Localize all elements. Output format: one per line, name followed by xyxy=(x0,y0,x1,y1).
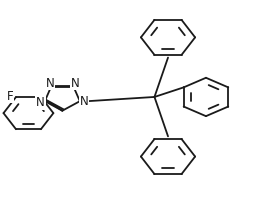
Text: N: N xyxy=(36,96,45,109)
Text: N: N xyxy=(80,95,89,108)
Text: F: F xyxy=(7,90,13,103)
Text: N: N xyxy=(70,77,79,89)
Text: N: N xyxy=(46,77,54,89)
